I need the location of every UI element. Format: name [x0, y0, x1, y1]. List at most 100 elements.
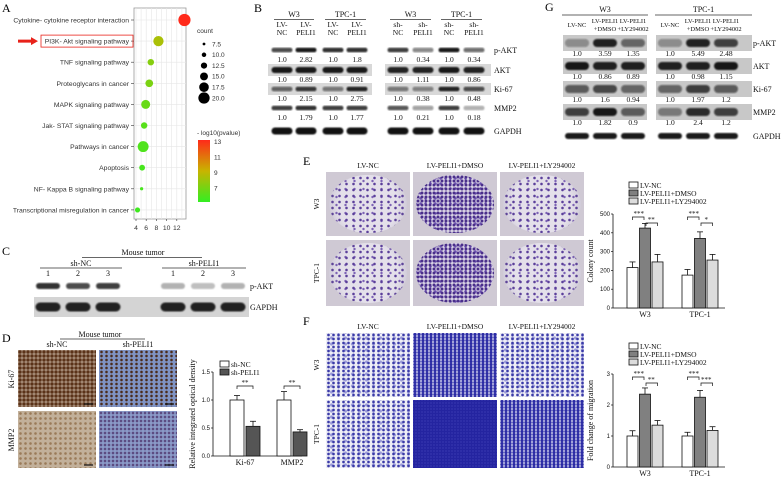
blot-band [658, 133, 682, 139]
significance-bracket [700, 382, 713, 386]
blot-band [96, 283, 120, 289]
blot-band [686, 39, 710, 47]
blot-band [565, 62, 589, 70]
blot-band [593, 62, 617, 70]
blot-band [387, 47, 409, 53]
size-legend-label: 17.5 [212, 85, 225, 92]
panel-label-g: G [545, 0, 554, 14]
colony-image-w3-ly [500, 172, 584, 236]
density-value: 2.15 [299, 94, 312, 103]
lane-label: sh- [469, 20, 479, 29]
color-legend-tick: 11 [214, 155, 221, 162]
bar-lv-peli1-dmso [639, 227, 651, 309]
density-value: 1.6 [600, 95, 610, 104]
lane-label: PELI1 [347, 28, 367, 37]
blot-band [412, 105, 434, 111]
size-legend-label: 7.5 [212, 41, 221, 48]
density-value: 1.0 [328, 55, 338, 64]
blot-background [268, 83, 372, 95]
column-label: sh-PELI1 [123, 340, 154, 349]
legend-label: LV-NC [640, 181, 662, 190]
blot-band [95, 302, 121, 312]
blot-band [295, 127, 317, 135]
lane-label: LV- [327, 20, 339, 29]
significance-stars: *** [689, 370, 700, 378]
column-label: LV-PELI1+DMSO [427, 322, 484, 331]
pathway-label: TNF signaling pathway [60, 60, 130, 67]
x-tick-label: MMP2 [281, 458, 304, 467]
lane-label: NC [277, 28, 287, 37]
y-axis-label: Fold change of migration [586, 380, 595, 461]
pathway-label: PI3K- Akt signaling pathway [45, 39, 130, 46]
protein-label: GAPDH [494, 127, 522, 136]
y-tick-label: 500 [600, 212, 611, 218]
blot-band [322, 127, 344, 135]
blot-band [346, 67, 368, 73]
density-value: 5.49 [691, 49, 704, 58]
pathway-label: Proteoglycans in cancer [56, 81, 129, 88]
lane-label: sh- [418, 20, 428, 29]
size-legend-dot [200, 72, 208, 81]
highlight-box [40, 34, 134, 48]
ihc-image-ki67-sh-nc [18, 350, 96, 407]
blot-band [271, 127, 293, 135]
row-label: W3 [312, 198, 321, 209]
density-value: 1.11 [417, 75, 430, 84]
density-value: 1.97 [691, 95, 704, 104]
significance-stars: * [705, 216, 709, 224]
bar-lv-peli1-dmso [694, 238, 706, 309]
blot-band [220, 302, 246, 312]
pathway-dot [139, 187, 144, 191]
size-legend-dot [200, 62, 208, 69]
migration-image-w3-dmso [413, 333, 497, 397]
blot-band [66, 283, 90, 289]
pathway-dot [139, 164, 146, 171]
lane-label: +DMSO [594, 26, 617, 33]
blot-band [190, 302, 216, 312]
color-scale-bar [198, 140, 210, 202]
density-value: 1.2 [721, 95, 731, 104]
significance-bracket [700, 222, 713, 226]
mouse-tumor-label: Mouse tumor [79, 330, 122, 339]
size-legend-dot [201, 52, 207, 58]
significance-stars: ** [242, 379, 250, 387]
group-label: sh-NC [71, 259, 92, 268]
bar-lv-nc [681, 435, 694, 468]
legend-swatch [628, 197, 639, 205]
density-value: 0.48 [467, 94, 480, 103]
y-tick-label: 100 [600, 287, 611, 293]
color-legend-tick: 7 [214, 186, 218, 193]
y-tick-label: 0 [607, 465, 611, 471]
protein-label: p-AKT [250, 282, 273, 291]
legend-swatch [219, 368, 230, 376]
blot-band [714, 85, 738, 93]
density-value: 0.34 [416, 55, 429, 64]
blot-band [621, 133, 645, 139]
panel-label-e: E [303, 154, 310, 168]
density-value: 0.89 [626, 72, 639, 81]
density-value: 1.0 [665, 49, 675, 58]
bar-lv-nc [681, 274, 694, 309]
migration-image-tpc1-ly [500, 400, 584, 468]
y-tick-label: 0.5 [202, 426, 211, 432]
y-tick-label: 200 [600, 268, 611, 274]
lane-label: PELI1 [413, 28, 433, 37]
y-tick-label: 0.0 [202, 454, 211, 460]
blot-band [565, 39, 589, 47]
density-value: 1.8 [352, 55, 362, 64]
density-value: 1.0 [277, 113, 287, 122]
density-value: 1.0 [572, 118, 582, 127]
significance-stars: ** [648, 376, 656, 384]
blot-band [412, 86, 434, 92]
legend-swatch [628, 358, 639, 366]
column-label: LV-PELI1+LY294002 [509, 161, 576, 170]
legend-swatch [628, 189, 639, 197]
density-value: 0.89 [299, 75, 312, 84]
bar-sh-peli1 [292, 431, 308, 457]
lane-label: sh- [444, 20, 454, 29]
x-tick-label: TPC-1 [689, 310, 710, 319]
density-value: 1.0 [393, 94, 403, 103]
